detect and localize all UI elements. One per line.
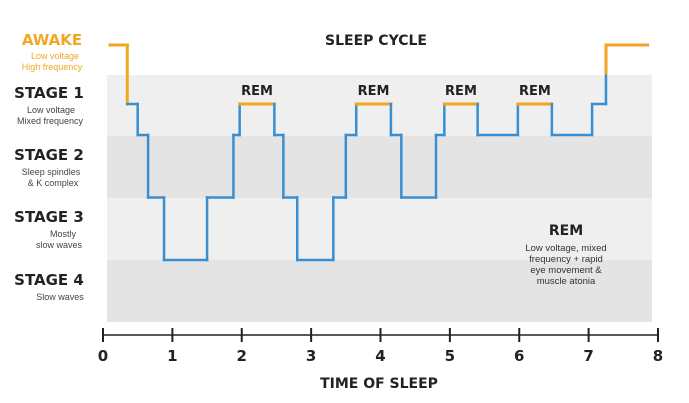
x-tick-label-8: 8	[653, 347, 663, 365]
x-axis-label: TIME OF SLEEP	[320, 376, 438, 392]
legend-text-2: frequency + rapid	[529, 254, 603, 265]
legend-text-3: eye movement &	[530, 265, 602, 276]
legend-title: REM	[549, 223, 583, 239]
rem-labels: REM REM REM REM	[241, 84, 551, 99]
stage-label-stage-3: STAGE 3	[14, 208, 84, 226]
stage-desc-awake-1: Low voltage	[31, 51, 79, 61]
band-stage-2	[107, 136, 652, 198]
x-tick-label-5: 5	[445, 347, 455, 365]
x-tick-label-3: 3	[306, 347, 316, 365]
stage-desc-stage-4-1: Slow waves	[36, 292, 84, 302]
stage-desc-stage-1-1: Low voltage	[27, 105, 75, 115]
stage-label-stage-2: STAGE 2	[14, 146, 84, 164]
stage-label-stage-4: STAGE 4	[14, 271, 84, 289]
rem-label-1: REM	[241, 84, 273, 99]
legend-text-1: Low voltage, mixed	[525, 243, 606, 254]
x-tick-label-1: 1	[167, 347, 177, 365]
chart-title: SLEEP CYCLE	[325, 33, 427, 49]
x-tick-label-7: 7	[583, 347, 593, 365]
rem-label-3: REM	[445, 84, 477, 99]
stage-labels: AWAKE Low voltage High frequency STAGE 1…	[14, 31, 84, 302]
stage-desc-stage-1-2: Mixed frequency	[17, 116, 84, 126]
stage-bands	[107, 75, 652, 322]
stage-desc-awake-2: High frequency	[22, 62, 83, 72]
stage-label-awake: AWAKE	[22, 31, 82, 49]
stage-desc-stage-2-2: & K complex	[28, 178, 79, 188]
x-tick-label-2: 2	[237, 347, 247, 365]
stage-desc-stage-3-1: Mostly	[50, 229, 77, 239]
rem-label-4: REM	[519, 84, 551, 99]
rem-label-2: REM	[358, 84, 390, 99]
stage-desc-stage-2-1: Sleep spindles	[22, 167, 81, 177]
x-tick-label-4: 4	[375, 347, 385, 365]
stage-desc-stage-3-2: slow waves	[36, 240, 83, 250]
stage-label-stage-1: STAGE 1	[14, 84, 84, 102]
x-tick-label-6: 6	[514, 347, 524, 365]
legend-text-4: muscle atonia	[537, 276, 596, 287]
rem-legend: REM Low voltage, mixed frequency + rapid…	[525, 223, 606, 287]
band-stage-3	[107, 198, 652, 260]
x-axis: 0 1 2 3 4 5 6 7 8	[98, 328, 663, 365]
band-stage-4	[107, 260, 652, 322]
hypnogram-lines	[108, 43, 650, 262]
x-tick-label-0: 0	[98, 347, 108, 365]
